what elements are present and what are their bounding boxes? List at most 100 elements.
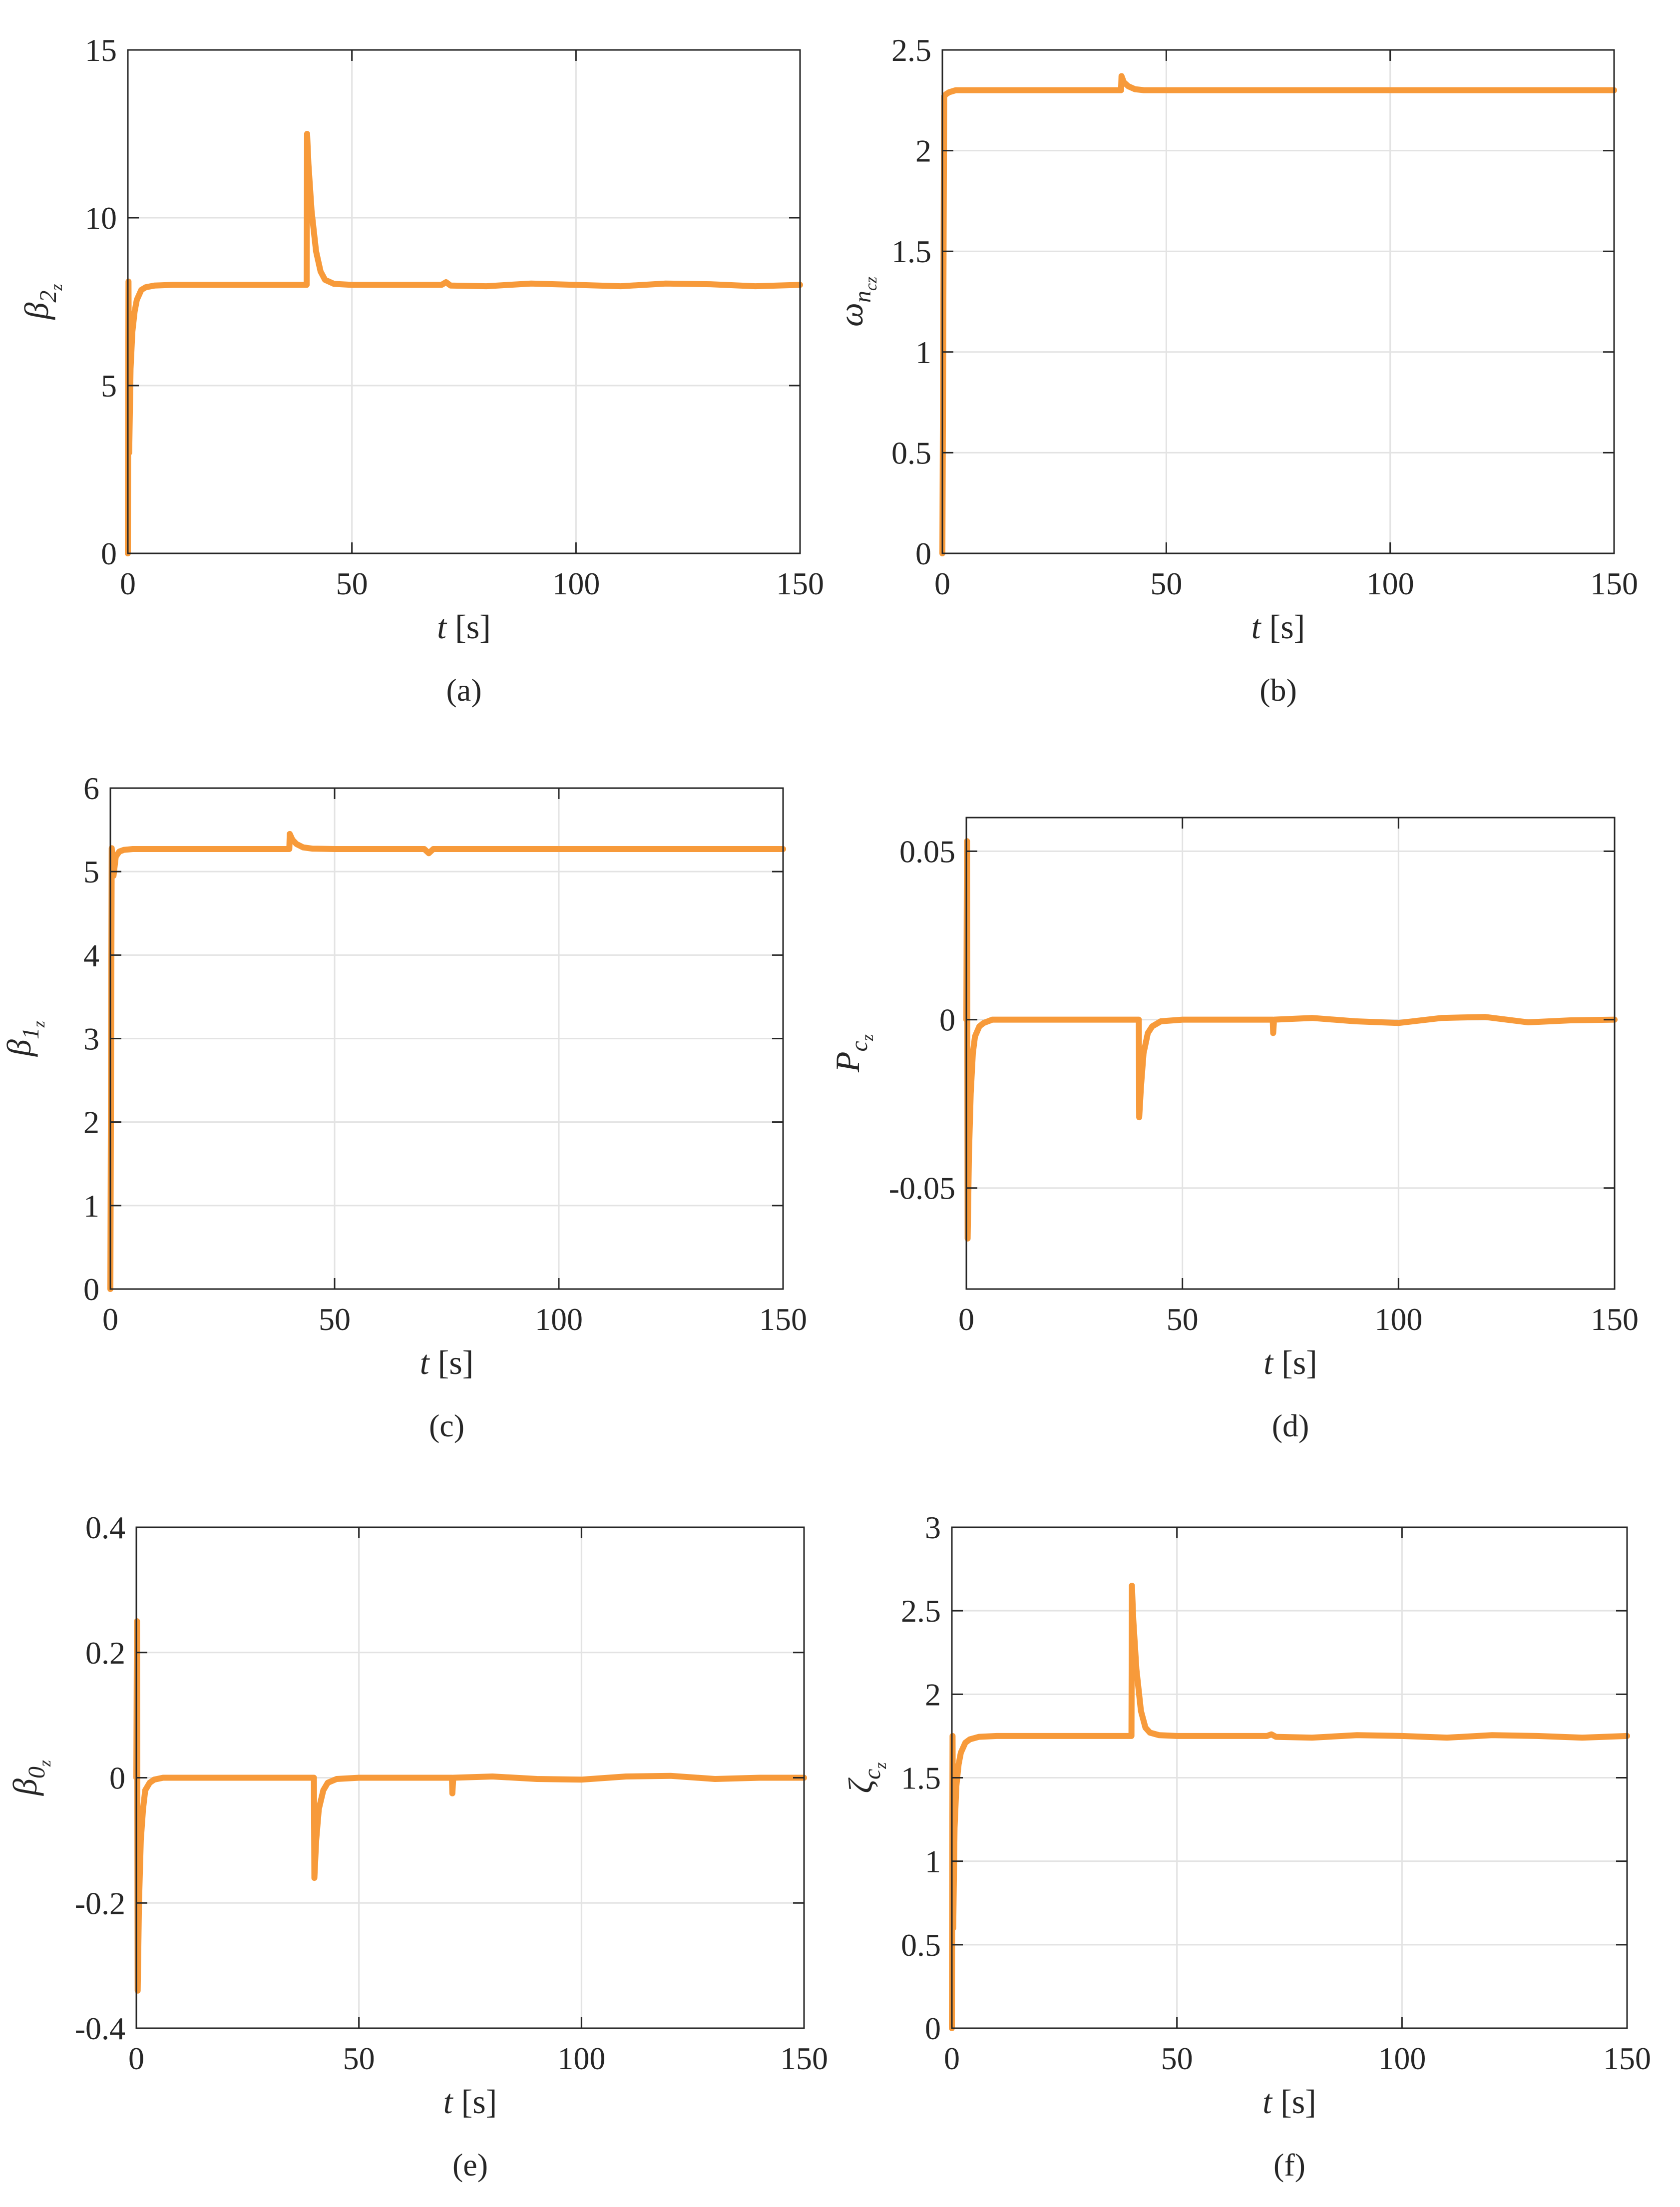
y-tick-label: 5 bbox=[101, 368, 117, 404]
y-tick-label: 1 bbox=[83, 1188, 99, 1224]
y-tick-label: 3 bbox=[83, 1021, 99, 1057]
x-axis-variable: t bbox=[437, 608, 447, 646]
panel-caption: (c) bbox=[429, 1408, 464, 1443]
y-tick-label: 0 bbox=[101, 536, 117, 571]
x-tick-label: 150 bbox=[759, 1302, 807, 1337]
plot-area bbox=[966, 818, 1615, 1289]
panel-caption: (b) bbox=[1260, 672, 1297, 708]
y-axis-symbol: ζ bbox=[841, 1777, 879, 1793]
plot-area bbox=[128, 50, 800, 553]
series-line bbox=[125, 131, 803, 556]
x-axis-label: t [s] bbox=[420, 1343, 474, 1381]
y-axis-label-text: Pcz bbox=[829, 1034, 877, 1073]
y-axis-label-text: β2z bbox=[17, 284, 66, 320]
y-tick-label: 0 bbox=[939, 1002, 955, 1038]
x-axis-space bbox=[1273, 1343, 1281, 1381]
chart-panel: 0 50 100 150 0 0.5 1 1.5 2 2.5 3 t [s] ζcz (f) bbox=[841, 1510, 1651, 2183]
y-axis-label: Pcz bbox=[829, 1034, 877, 1073]
x-axis-unit: [s] bbox=[1280, 2083, 1316, 2121]
y-tick-label: 0 bbox=[925, 2011, 941, 2046]
y-tick-label: 0.2 bbox=[85, 1635, 125, 1671]
x-axis-variable: t bbox=[1262, 2083, 1273, 2121]
y-tick-label: 15 bbox=[85, 32, 117, 68]
chart-panel: 0 50 100 150-0.4-0.200.20.4t [s]β0z(e) bbox=[6, 1510, 828, 2183]
y-tick-label: 1.5 bbox=[891, 234, 931, 269]
axes-frame bbox=[941, 49, 1615, 554]
x-tick-label: 0 bbox=[128, 2041, 144, 2076]
x-axis-variable: t bbox=[420, 1343, 430, 1381]
y-axis-label: ζcz bbox=[841, 1762, 890, 1793]
y-axis-subscript: n bbox=[849, 291, 876, 303]
x-axis-space bbox=[429, 1343, 438, 1381]
x-axis-variable: t bbox=[1252, 608, 1262, 646]
x-axis-variable: t bbox=[1263, 1343, 1274, 1381]
x-tick-label: 0 bbox=[934, 566, 950, 601]
y-axis-label-text: β1z bbox=[0, 1021, 48, 1057]
y-tick-label: -0.05 bbox=[889, 1171, 955, 1206]
y-tick-label: 10 bbox=[85, 200, 117, 236]
x-tick-label: 150 bbox=[1603, 2041, 1651, 2076]
x-axis-space bbox=[446, 608, 455, 646]
x-axis-label: t [s] bbox=[437, 608, 491, 646]
y-tick-label: 0.5 bbox=[901, 1927, 941, 1963]
y-axis-symbol: P bbox=[829, 1052, 866, 1073]
x-axis-space bbox=[1272, 2083, 1280, 2121]
x-tick-label: 150 bbox=[780, 2041, 828, 2076]
y-tick-label: 0.4 bbox=[85, 1510, 125, 1545]
y-tick-label: 0 bbox=[915, 536, 931, 571]
x-tick-label: 50 bbox=[1161, 2041, 1193, 2076]
series-line bbox=[939, 73, 1617, 556]
y-axis-subscript: 2 bbox=[35, 291, 61, 303]
x-axis-label: t [s] bbox=[1262, 2083, 1316, 2121]
y-axis-subsubscript: cz bbox=[862, 277, 880, 291]
y-axis-label: ωncz bbox=[832, 277, 880, 327]
plot-area bbox=[942, 50, 1614, 553]
y-axis-label: β2z bbox=[17, 284, 66, 320]
x-tick-label: 0 bbox=[944, 2041, 960, 2076]
x-tick-label: 0 bbox=[102, 1302, 118, 1337]
y-axis-symbol: ω bbox=[832, 303, 870, 327]
y-axis-subsubscript: z bbox=[36, 1760, 54, 1767]
y-axis-subsubscript: z bbox=[858, 1034, 877, 1041]
x-axis-unit: [s] bbox=[455, 608, 491, 646]
y-tick-label: 0 bbox=[109, 1761, 125, 1796]
chart-panel: 0 50 100 150 0 0.5 1 1.5 2 2.5 t [s] ωncz (b) bbox=[832, 32, 1638, 708]
y-axis-subsubscript: z bbox=[871, 1762, 890, 1769]
y-tick-label: 0.5 bbox=[891, 435, 931, 470]
y-axis-label: β0z bbox=[6, 1760, 54, 1796]
x-axis-label: t [s] bbox=[1252, 608, 1305, 646]
x-tick-label: 50 bbox=[343, 2041, 375, 2076]
chart-panel: 0 50 100 150 -0.05 0 0.05 t [s] Pcz (d) bbox=[829, 817, 1639, 1443]
y-tick-label: 2 bbox=[925, 1677, 941, 1712]
y-tick-label: 6 bbox=[83, 771, 99, 806]
x-tick-label: 0 bbox=[120, 566, 136, 601]
series-line bbox=[133, 1618, 807, 1994]
y-axis-symbol: β bbox=[0, 1039, 38, 1057]
series-line bbox=[107, 831, 786, 1292]
y-tick-label: 1 bbox=[915, 335, 931, 370]
x-tick-label: 100 bbox=[1378, 2041, 1426, 2076]
y-tick-label: 4 bbox=[83, 937, 99, 973]
x-tick-label: 150 bbox=[1590, 566, 1638, 601]
panel-caption: (a) bbox=[446, 672, 481, 708]
x-axis-unit: [s] bbox=[1281, 1343, 1317, 1381]
y-axis-subsubscript: z bbox=[30, 1021, 48, 1028]
y-tick-label: 5 bbox=[83, 854, 99, 889]
y-tick-label: 0 bbox=[83, 1272, 99, 1307]
x-tick-label: 100 bbox=[552, 566, 600, 601]
x-axis-unit: [s] bbox=[1269, 608, 1305, 646]
panel-caption: (d) bbox=[1272, 1408, 1309, 1443]
x-tick-label: 150 bbox=[1591, 1302, 1639, 1337]
y-axis-label-text: ζcz bbox=[841, 1762, 890, 1793]
y-tick-label: 2.5 bbox=[891, 32, 931, 68]
y-axis-symbol: β bbox=[17, 303, 55, 321]
y-tick-label: 2.5 bbox=[901, 1593, 941, 1629]
y-tick-label: 3 bbox=[925, 1510, 941, 1545]
y-axis-symbol: β bbox=[6, 1778, 44, 1796]
y-axis-label: β1z bbox=[0, 1021, 48, 1057]
series-line bbox=[963, 838, 1618, 1242]
series-line bbox=[949, 1583, 1630, 2031]
x-tick-label: 150 bbox=[776, 566, 824, 601]
y-tick-label: 2 bbox=[915, 133, 931, 169]
